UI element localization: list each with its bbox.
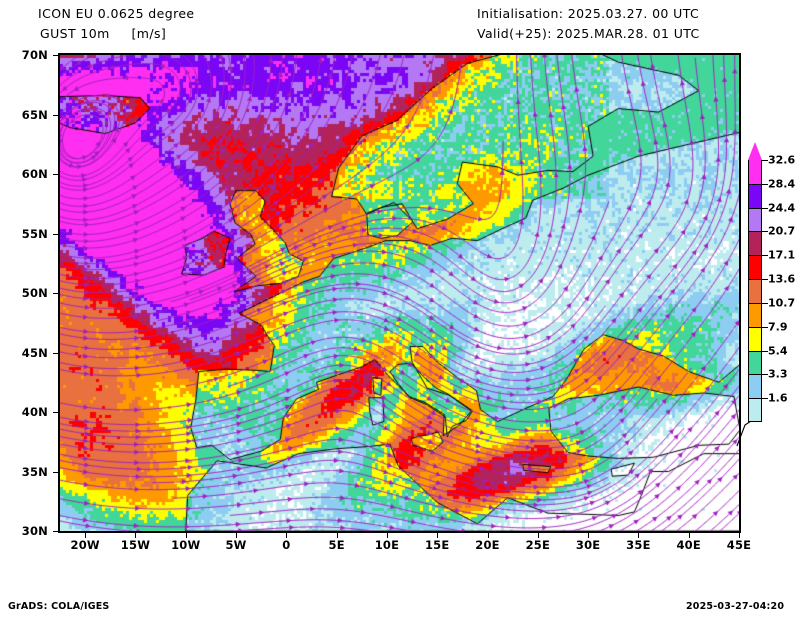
longitude-tick bbox=[537, 533, 539, 538]
colorbar-band bbox=[748, 207, 762, 232]
longitude-tick-label: 15E bbox=[424, 538, 450, 552]
longitude-tick bbox=[487, 533, 489, 538]
longitude-tick-label: 20W bbox=[70, 538, 100, 552]
longitude-tick-label: 30E bbox=[575, 538, 601, 552]
variable-title: GUST 10m [m/s] bbox=[40, 26, 167, 41]
colorbar-tick bbox=[762, 398, 768, 400]
colorbar-tick-label: 13.6 bbox=[768, 272, 796, 286]
longitude-tick-label: 20E bbox=[475, 538, 500, 552]
longitude-tick bbox=[688, 533, 690, 538]
latitude-tick bbox=[53, 293, 58, 294]
colorbar-tick bbox=[762, 183, 768, 185]
latitude-tick-label: 30N bbox=[21, 524, 48, 538]
latitude-tick bbox=[53, 174, 58, 175]
colorbar-tick bbox=[762, 350, 768, 352]
latitude-tick-label: 45N bbox=[21, 345, 48, 360]
colorbar-tick bbox=[762, 207, 768, 209]
longitude-tick-label: 5E bbox=[328, 538, 345, 552]
colorbar-band bbox=[748, 231, 762, 256]
latitude-tick bbox=[53, 352, 58, 354]
latitude-tick-label: 50N bbox=[21, 286, 48, 300]
colorbar-band bbox=[748, 350, 762, 375]
colorbar-tick-label: 3.3 bbox=[768, 367, 788, 381]
grads-credit: GrADS: COLA/IGES bbox=[8, 601, 110, 612]
colorbar-tick bbox=[762, 279, 768, 281]
latitude-tick-label: 60N bbox=[21, 167, 48, 181]
colorbar-tick bbox=[762, 255, 768, 257]
colorbar-band bbox=[748, 160, 762, 184]
longitude-tick bbox=[588, 533, 590, 538]
longitude-tick-label: 35E bbox=[626, 538, 651, 552]
colorbar-overflow-arrow-icon bbox=[748, 142, 762, 160]
colorbar-tick-label: 1.6 bbox=[768, 391, 788, 405]
longitude-tick-label: 25E bbox=[525, 538, 551, 552]
colorbar-tick-label: 10.7 bbox=[768, 296, 796, 310]
longitude-tick bbox=[336, 533, 338, 538]
colorbar-tick-label: 32.6 bbox=[768, 153, 796, 167]
longitude-tick bbox=[437, 533, 439, 538]
gust-field-canvas bbox=[60, 55, 739, 531]
latitude-tick-label: 35N bbox=[21, 464, 48, 479]
latitude-tick bbox=[53, 55, 58, 56]
colorbar-tick bbox=[762, 160, 768, 161]
longitude-tick-label: 15W bbox=[120, 538, 151, 552]
longitude-tick-label: 5W bbox=[225, 538, 247, 552]
longitude-tick bbox=[85, 533, 87, 538]
colorbar-tick bbox=[762, 374, 768, 376]
colorbar-tick-label: 5.4 bbox=[768, 344, 788, 358]
valid-time-label: Valid(+25): 2025.MAR.28. 01 UTC bbox=[477, 26, 700, 41]
model-title: ICON EU 0.0625 degree bbox=[38, 6, 195, 21]
longitude-tick-label: 40E bbox=[676, 538, 701, 552]
latitude-tick bbox=[53, 412, 58, 413]
colorbar-band bbox=[748, 279, 762, 303]
colorbar-tick-label: 7.9 bbox=[768, 320, 788, 334]
longitude-tick-label: 10E bbox=[374, 538, 400, 552]
colorbar-band bbox=[748, 302, 762, 327]
colorbar-band bbox=[748, 398, 762, 422]
latitude-tick-label: 40N bbox=[21, 405, 48, 419]
latitude-tick bbox=[53, 233, 58, 235]
longitude-tick bbox=[286, 533, 288, 538]
latitude-tick bbox=[53, 114, 58, 116]
colorbar-band bbox=[748, 255, 762, 280]
latitude-tick bbox=[53, 471, 58, 473]
colorbar bbox=[748, 160, 762, 422]
latitude-tick-label: 55N bbox=[21, 226, 48, 241]
longitude-tick bbox=[638, 533, 640, 538]
colorbar-tick-label: 20.7 bbox=[768, 224, 796, 238]
latitude-tick bbox=[53, 531, 58, 532]
longitude-tick-label: 0 bbox=[282, 538, 291, 552]
longitude-tick-label: 45E bbox=[726, 538, 752, 552]
colorbar-tick-label: 28.4 bbox=[768, 177, 796, 191]
map-plot-area bbox=[58, 53, 741, 533]
longitude-tick bbox=[185, 533, 187, 538]
latitude-tick-label: 65N bbox=[21, 107, 48, 122]
colorbar-band bbox=[748, 374, 762, 399]
generated-stamp: 2025-03-27-04:20 bbox=[686, 601, 785, 612]
initialisation-label: Initialisation: 2025.03.27. 00 UTC bbox=[477, 6, 700, 21]
longitude-tick bbox=[739, 533, 740, 538]
longitude-tick bbox=[135, 533, 137, 538]
colorbar-tick bbox=[762, 302, 768, 304]
colorbar-tick-label: 17.1 bbox=[768, 248, 796, 262]
colorbar-tick bbox=[762, 231, 768, 233]
longitude-tick bbox=[236, 533, 238, 538]
colorbar-tick-label: 24.4 bbox=[768, 201, 796, 215]
colorbar-band bbox=[748, 326, 762, 351]
colorbar-band bbox=[748, 183, 762, 208]
longitude-tick-label: 10W bbox=[171, 538, 201, 552]
longitude-tick bbox=[386, 533, 388, 538]
latitude-tick-label: 70N bbox=[21, 48, 48, 62]
colorbar-tick bbox=[762, 326, 768, 328]
